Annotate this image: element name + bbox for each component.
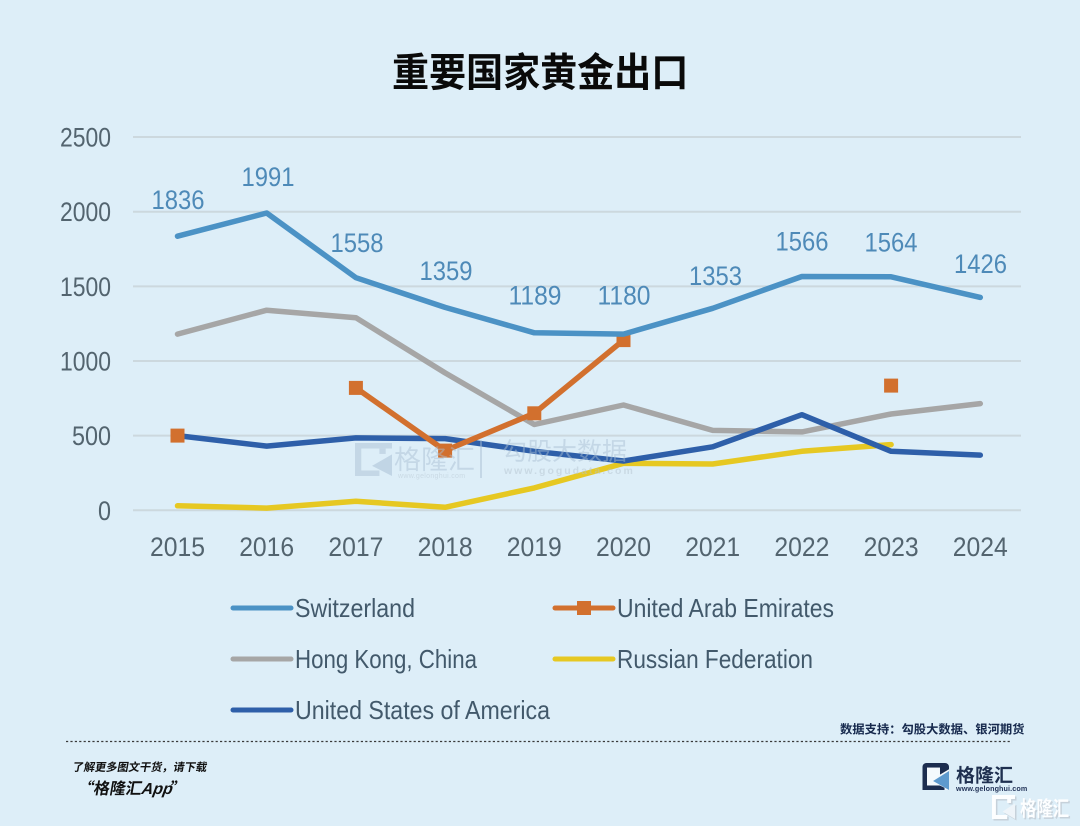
svg-text:2015: 2015 bbox=[150, 532, 205, 562]
svg-text:2018: 2018 bbox=[418, 532, 473, 562]
svg-text:2023: 2023 bbox=[864, 532, 919, 562]
svg-text:2021: 2021 bbox=[685, 532, 740, 562]
svg-text:United Arab Emirates: United Arab Emirates bbox=[617, 593, 834, 623]
svg-text:1000: 1000 bbox=[60, 347, 111, 377]
svg-text:2017: 2017 bbox=[328, 532, 383, 562]
svg-text:App: App bbox=[139, 780, 174, 798]
svg-text:United States of America: United States of America bbox=[295, 695, 550, 725]
svg-text:2024: 2024 bbox=[953, 532, 1008, 562]
svg-text:www.gelonghui.com: www.gelonghui.com bbox=[955, 784, 1027, 793]
svg-text:1991: 1991 bbox=[242, 162, 295, 192]
svg-text:500: 500 bbox=[72, 421, 111, 451]
svg-text:Hong Kong, China: Hong Kong, China bbox=[295, 644, 477, 674]
svg-text:2020: 2020 bbox=[596, 532, 651, 562]
svg-text:Switzerland: Switzerland bbox=[295, 593, 415, 623]
svg-text:1180: 1180 bbox=[598, 281, 651, 311]
svg-text:1558: 1558 bbox=[331, 228, 384, 258]
svg-text:www.gogudata.com: www.gogudata.com bbox=[503, 465, 635, 477]
svg-text:1353: 1353 bbox=[689, 261, 742, 291]
svg-text:1564: 1564 bbox=[865, 228, 918, 258]
svg-text:1566: 1566 bbox=[776, 227, 829, 257]
svg-text:1359: 1359 bbox=[420, 256, 473, 286]
svg-text:2500: 2500 bbox=[60, 123, 111, 153]
svg-text:2000: 2000 bbox=[60, 197, 111, 227]
svg-text:1426: 1426 bbox=[954, 249, 1007, 279]
svg-text:1189: 1189 bbox=[509, 281, 562, 311]
svg-text:1836: 1836 bbox=[152, 185, 205, 215]
svg-text:2019: 2019 bbox=[507, 532, 562, 562]
svg-text:2016: 2016 bbox=[239, 532, 294, 562]
svg-text:1500: 1500 bbox=[60, 272, 111, 302]
svg-text:Russian Federation: Russian Federation bbox=[617, 644, 813, 674]
svg-text:0: 0 bbox=[98, 496, 111, 526]
svg-text:2022: 2022 bbox=[774, 532, 829, 562]
svg-text:www.gelonghui.com: www.gelonghui.com bbox=[397, 473, 465, 480]
